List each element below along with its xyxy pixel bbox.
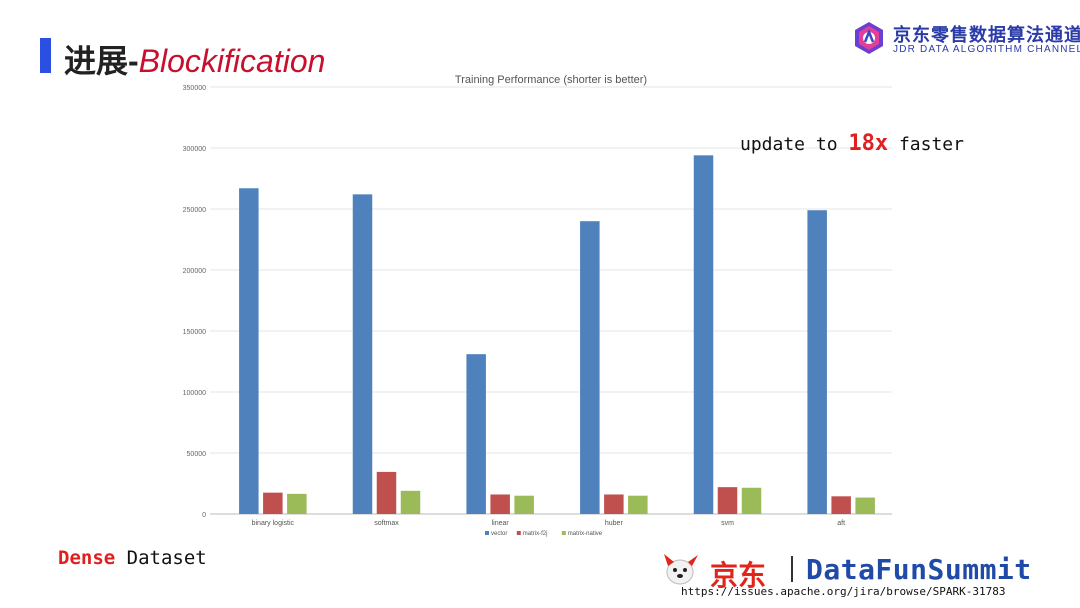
legend-label: vector bbox=[491, 531, 507, 537]
jd-dog-mascot-icon bbox=[664, 554, 698, 585]
bar-vector-1 bbox=[352, 194, 373, 515]
dataset-label: Dense Dataset bbox=[58, 547, 207, 569]
bar-matrix-f2j-4 bbox=[717, 487, 738, 514]
x-tick-label: softmax bbox=[374, 520, 399, 527]
slide-title: 进展-Blockification bbox=[64, 36, 325, 82]
logo-text-cn: 京东零售数据算法通道 bbox=[893, 25, 1080, 46]
training-performance-chart: Training Performance (shorter is better)… bbox=[183, 74, 892, 537]
jd-brand-cn: 京东 bbox=[710, 559, 767, 592]
speedup-note-prefix: update to bbox=[740, 134, 849, 155]
speedup-note-suffix: faster bbox=[888, 134, 964, 155]
bar-vector-4 bbox=[693, 155, 714, 514]
x-tick-label: linear bbox=[492, 520, 510, 527]
bar-matrix-native-0 bbox=[287, 493, 307, 514]
bar-matrix-native-3 bbox=[628, 495, 648, 514]
jdr-logo-icon bbox=[855, 22, 883, 54]
bar-matrix-f2j-5 bbox=[831, 496, 851, 514]
bar-vector-0 bbox=[239, 188, 259, 514]
bar-vector-2 bbox=[466, 354, 486, 514]
bar-vector-5 bbox=[807, 210, 827, 514]
legend-swatch bbox=[561, 531, 566, 535]
y-tick-label: 200000 bbox=[183, 268, 206, 275]
dataset-label-highlight: Dense bbox=[58, 547, 116, 569]
dataset-label-rest: Dataset bbox=[115, 547, 207, 569]
bar-matrix-native-1 bbox=[400, 490, 421, 514]
bar-matrix-f2j-3 bbox=[604, 494, 624, 514]
speedup-note: update to 18x faster bbox=[740, 131, 964, 156]
slide-title-en: Blockification bbox=[138, 43, 326, 79]
footer-brand: 京东 DataFunSummit bbox=[660, 550, 1060, 592]
y-tick-label: 150000 bbox=[183, 329, 206, 336]
x-tick-label: binary logistic bbox=[252, 520, 295, 527]
slide-title-cn: 进展 bbox=[64, 43, 129, 79]
y-tick-label: 0 bbox=[202, 512, 206, 519]
jdr-logo: 京东零售数据算法通道 JDR DATA ALGORITHM CHANNEL bbox=[851, 20, 1080, 62]
y-tick-label: 350000 bbox=[183, 85, 206, 92]
y-tick-label: 100000 bbox=[183, 390, 206, 397]
bar-matrix-native-2 bbox=[514, 495, 534, 514]
bar-vector-3 bbox=[580, 221, 600, 514]
slide-title-separator: - bbox=[128, 43, 139, 79]
logo-text-en: JDR DATA ALGORITHM CHANNEL bbox=[893, 44, 1080, 55]
y-tick-label: 50000 bbox=[187, 451, 207, 458]
chart-title: Training Performance (shorter is better) bbox=[455, 74, 647, 86]
x-tick-label: aft bbox=[837, 520, 845, 527]
y-tick-label: 300000 bbox=[183, 146, 206, 153]
legend-swatch bbox=[485, 531, 489, 535]
brand-divider bbox=[791, 556, 793, 582]
legend-swatch bbox=[516, 531, 521, 535]
x-tick-label: svm bbox=[721, 520, 734, 527]
bar-matrix-f2j-1 bbox=[376, 471, 397, 514]
bar-matrix-native-4 bbox=[741, 487, 762, 514]
bar-matrix-f2j-2 bbox=[490, 494, 510, 514]
legend-label: matrix-f2j bbox=[523, 531, 548, 537]
speedup-note-highlight: 18x bbox=[848, 131, 889, 156]
bar-matrix-f2j-0 bbox=[263, 492, 283, 514]
source-url: https://issues.apache.org/jira/browse/SP… bbox=[681, 585, 1006, 598]
title-accent-bar bbox=[40, 38, 51, 73]
datafun-summit-brand: DataFunSummit bbox=[806, 553, 1032, 586]
legend-label: matrix-native bbox=[568, 531, 603, 537]
y-tick-label: 250000 bbox=[183, 207, 206, 214]
x-tick-label: huber bbox=[605, 520, 624, 527]
bar-matrix-native-5 bbox=[855, 497, 875, 514]
